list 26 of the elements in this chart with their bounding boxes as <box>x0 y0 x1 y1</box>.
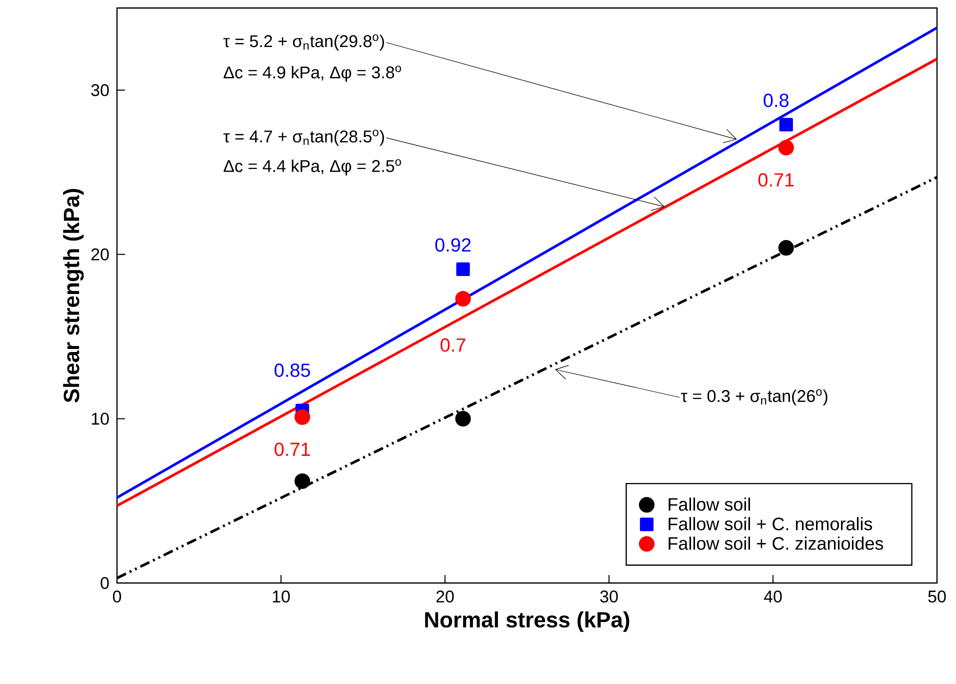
annotation: 0.71 <box>758 173 794 187</box>
legend-label: Fallow soil + C. nemoralis <box>668 517 872 530</box>
x-tick-label: 10 <box>272 590 290 603</box>
y-tick-label: 30 <box>91 84 109 96</box>
x-tick-label: 0 <box>112 590 122 603</box>
y-tick-label: 10 <box>92 412 109 425</box>
x-axis-title: Normal stress (kPa) <box>425 611 630 632</box>
x-tick-label: 50 <box>928 590 946 603</box>
annotation: 0.85 <box>274 364 310 377</box>
annotation: τ = 5.2 + σ$_{n}$tan(29.8$^{o}$) <box>223 34 384 51</box>
annotation: τ = 0.3 + σ$_{n}$tan(26$^{o}$) <box>680 389 828 406</box>
x-tick-label: 20 <box>436 590 454 603</box>
annotation: 0.92 <box>435 238 471 252</box>
y-tick-label: 0 <box>100 576 109 590</box>
annotation: τ = 4.7 + σ$_{n}$tan(28.5$^{o}$) <box>223 130 384 146</box>
legend-label: Fallow soil + C. zizanioides <box>668 536 884 550</box>
x-tick-label: 30 <box>600 590 618 603</box>
x-tick-label: 40 <box>764 590 782 603</box>
annotation: Δc = 4.4 kPa, Δφ = 2.5$^{o}$ <box>224 159 401 176</box>
annotation: Δc = 4.9 kPa, Δφ = 3.8$^{o}$ <box>224 66 401 82</box>
y-tick-label: 20 <box>91 248 109 260</box>
legend-label: Fallow soil <box>668 498 750 511</box>
annotation: 0.7 <box>440 338 466 352</box>
annotation: 0.71 <box>274 442 310 456</box>
annotation: 0.8 <box>764 94 788 108</box>
y-axis-title: Shear strength (kPa) <box>63 189 84 402</box>
